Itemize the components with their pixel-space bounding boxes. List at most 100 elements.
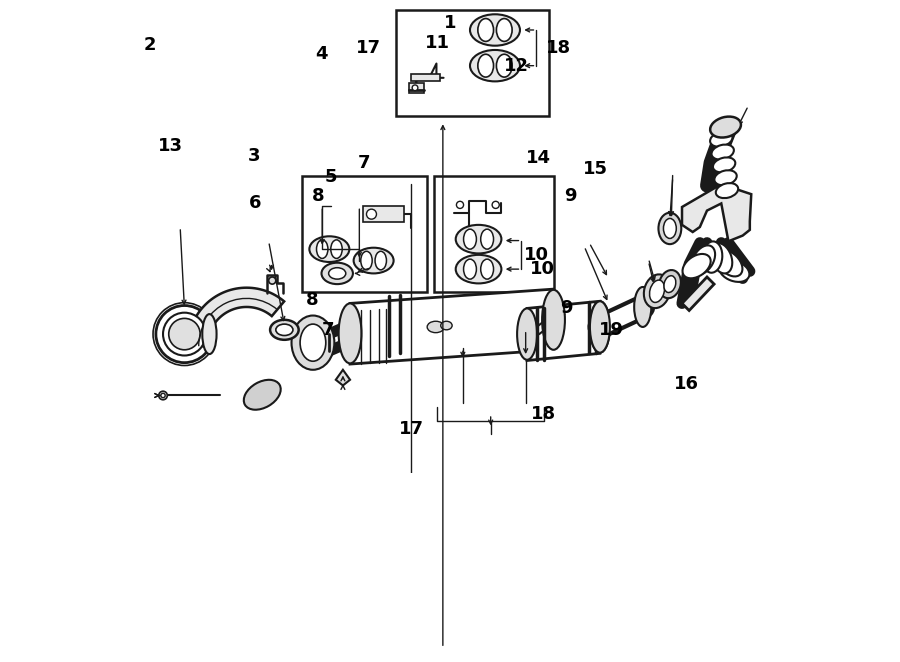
Ellipse shape xyxy=(716,250,742,277)
Text: 3: 3 xyxy=(248,147,260,165)
Ellipse shape xyxy=(168,318,200,350)
Text: 8: 8 xyxy=(311,187,324,205)
Ellipse shape xyxy=(710,117,741,138)
Ellipse shape xyxy=(300,324,326,361)
Ellipse shape xyxy=(650,280,664,303)
Ellipse shape xyxy=(497,54,512,77)
Ellipse shape xyxy=(659,213,681,244)
Polygon shape xyxy=(682,277,714,310)
Ellipse shape xyxy=(518,308,537,359)
Circle shape xyxy=(366,209,376,219)
Ellipse shape xyxy=(428,321,445,333)
Ellipse shape xyxy=(542,290,565,350)
Ellipse shape xyxy=(275,324,292,336)
Ellipse shape xyxy=(634,287,652,327)
Ellipse shape xyxy=(659,270,681,298)
Text: 13: 13 xyxy=(158,138,183,156)
Text: 18: 18 xyxy=(531,405,556,423)
Ellipse shape xyxy=(497,19,512,42)
Bar xyxy=(410,83,424,93)
Ellipse shape xyxy=(470,15,520,46)
Ellipse shape xyxy=(590,301,610,353)
Text: 19: 19 xyxy=(599,321,625,339)
Ellipse shape xyxy=(163,312,206,355)
Ellipse shape xyxy=(464,259,476,279)
Text: 4: 4 xyxy=(315,45,328,64)
Bar xyxy=(435,176,554,292)
Ellipse shape xyxy=(663,218,676,238)
Ellipse shape xyxy=(470,50,520,81)
Ellipse shape xyxy=(590,301,610,353)
Text: 15: 15 xyxy=(582,160,608,178)
Ellipse shape xyxy=(719,260,750,282)
Text: 8: 8 xyxy=(306,291,319,309)
Ellipse shape xyxy=(244,380,281,410)
Ellipse shape xyxy=(716,183,738,198)
Ellipse shape xyxy=(455,255,501,283)
Text: 12: 12 xyxy=(504,57,529,75)
Ellipse shape xyxy=(711,243,733,273)
Ellipse shape xyxy=(713,158,735,172)
Ellipse shape xyxy=(481,259,493,279)
Ellipse shape xyxy=(715,170,737,185)
Circle shape xyxy=(456,201,464,209)
Text: 6: 6 xyxy=(248,194,261,213)
Text: 5: 5 xyxy=(325,168,338,186)
Ellipse shape xyxy=(682,254,711,278)
Polygon shape xyxy=(188,288,284,346)
Text: 10: 10 xyxy=(530,260,555,278)
Ellipse shape xyxy=(338,303,362,363)
Text: 10: 10 xyxy=(524,246,549,264)
Ellipse shape xyxy=(156,306,213,363)
Bar xyxy=(397,10,548,116)
Circle shape xyxy=(161,393,166,398)
Ellipse shape xyxy=(321,263,353,284)
Ellipse shape xyxy=(692,246,716,274)
Ellipse shape xyxy=(328,267,346,279)
Ellipse shape xyxy=(310,236,349,262)
Text: 7: 7 xyxy=(358,154,371,173)
Ellipse shape xyxy=(478,19,493,42)
Bar xyxy=(302,176,428,292)
Text: 9: 9 xyxy=(564,187,577,205)
Ellipse shape xyxy=(710,132,733,147)
Circle shape xyxy=(412,85,418,91)
Bar xyxy=(411,74,440,81)
Ellipse shape xyxy=(270,320,299,340)
Ellipse shape xyxy=(702,242,723,273)
Ellipse shape xyxy=(644,274,670,308)
Polygon shape xyxy=(527,301,600,361)
Text: 17: 17 xyxy=(356,39,381,57)
Polygon shape xyxy=(527,314,565,334)
Ellipse shape xyxy=(375,252,386,270)
Circle shape xyxy=(158,391,167,400)
Ellipse shape xyxy=(441,321,452,330)
Circle shape xyxy=(492,201,500,209)
Ellipse shape xyxy=(664,275,676,293)
Text: 11: 11 xyxy=(425,34,450,52)
Ellipse shape xyxy=(455,225,501,254)
Ellipse shape xyxy=(478,54,493,77)
Polygon shape xyxy=(682,184,752,241)
Ellipse shape xyxy=(361,252,373,270)
Ellipse shape xyxy=(317,240,328,258)
Text: 14: 14 xyxy=(526,150,551,167)
Ellipse shape xyxy=(464,229,476,249)
Text: 2: 2 xyxy=(143,36,156,54)
Ellipse shape xyxy=(331,240,342,258)
Ellipse shape xyxy=(292,316,335,370)
Ellipse shape xyxy=(354,248,393,273)
Ellipse shape xyxy=(202,314,217,354)
Polygon shape xyxy=(336,370,350,385)
Text: 1: 1 xyxy=(444,14,456,32)
Text: 17: 17 xyxy=(399,420,424,438)
Text: 18: 18 xyxy=(546,39,572,57)
Text: 16: 16 xyxy=(674,375,699,393)
Ellipse shape xyxy=(481,229,493,249)
Polygon shape xyxy=(350,289,554,364)
Bar xyxy=(363,207,404,222)
Text: 9: 9 xyxy=(561,299,573,317)
Circle shape xyxy=(269,277,275,284)
Text: 7: 7 xyxy=(321,321,334,339)
Ellipse shape xyxy=(712,144,733,160)
